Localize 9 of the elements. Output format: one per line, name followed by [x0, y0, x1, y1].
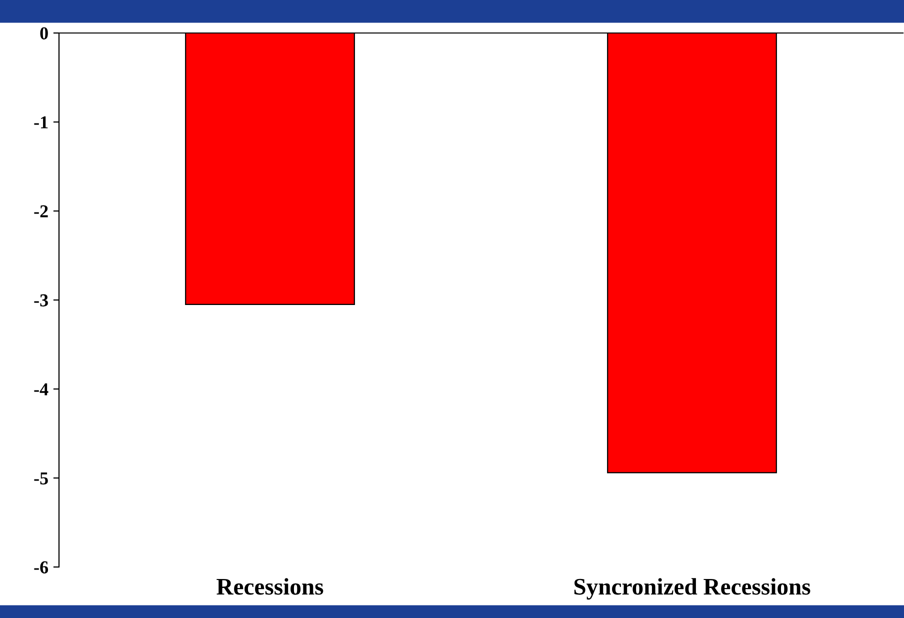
- x-tick-label: Syncronized Recessions: [574, 578, 810, 600]
- y-tick-label: -3: [34, 294, 48, 306]
- y-tick-label: -1: [34, 116, 48, 128]
- y-tick-label: -2: [34, 205, 48, 218]
- y-tick-label: -5: [34, 472, 48, 484]
- y-tick-label: -6: [34, 561, 48, 574]
- y-tick-label: 0: [40, 27, 48, 40]
- y-tick-label: -4: [34, 383, 48, 396]
- x-tick-label: Recessions: [216, 578, 324, 595]
